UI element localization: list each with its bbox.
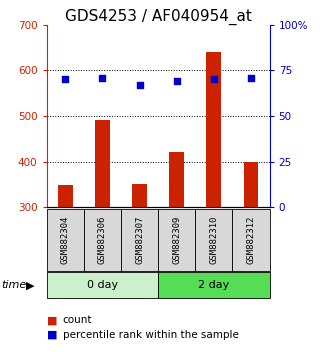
Bar [169,153,184,207]
Text: GSM882306: GSM882306 [98,216,107,264]
Text: GSM882309: GSM882309 [172,216,181,264]
FancyBboxPatch shape [121,209,158,271]
Text: 2 day: 2 day [198,280,230,290]
Point [248,75,254,80]
Text: count: count [63,315,92,325]
Point [211,76,216,81]
Title: GDS4253 / AF040954_at: GDS4253 / AF040954_at [65,8,252,25]
Text: ▶: ▶ [26,280,34,290]
Text: time: time [2,280,27,290]
Point [174,79,179,84]
FancyBboxPatch shape [84,209,121,271]
FancyBboxPatch shape [158,209,195,271]
FancyBboxPatch shape [195,209,232,271]
Text: GSM882307: GSM882307 [135,216,144,264]
Text: ■: ■ [47,330,57,339]
Bar [244,161,258,207]
Point [137,82,142,88]
Text: 0 day: 0 day [87,280,118,290]
Point [100,75,105,80]
FancyBboxPatch shape [232,209,270,271]
FancyBboxPatch shape [47,209,84,271]
Text: percentile rank within the sample: percentile rank within the sample [63,330,239,339]
Bar [95,120,110,207]
Bar [132,184,147,207]
Bar [58,185,73,207]
Text: ■: ■ [47,315,57,325]
FancyBboxPatch shape [47,272,158,298]
FancyBboxPatch shape [158,272,270,298]
Text: GSM882312: GSM882312 [247,216,256,264]
Bar [206,52,221,207]
Point [63,77,68,82]
Text: GSM882304: GSM882304 [61,216,70,264]
Text: GSM882310: GSM882310 [209,216,218,264]
